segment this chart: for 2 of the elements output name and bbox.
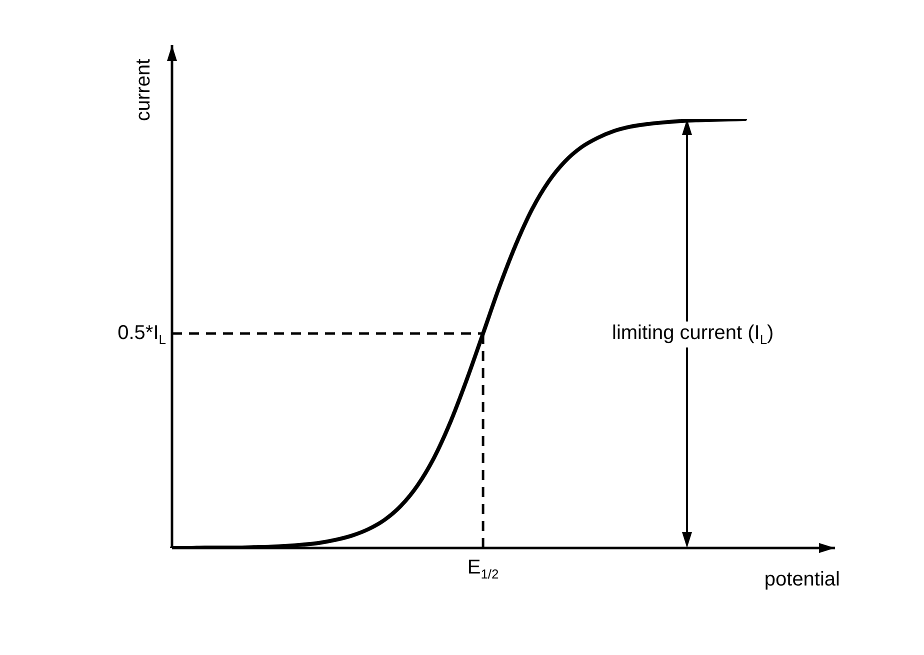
y-axis-title: current — [132, 58, 155, 122]
x-axis-title: potential — [764, 568, 840, 591]
